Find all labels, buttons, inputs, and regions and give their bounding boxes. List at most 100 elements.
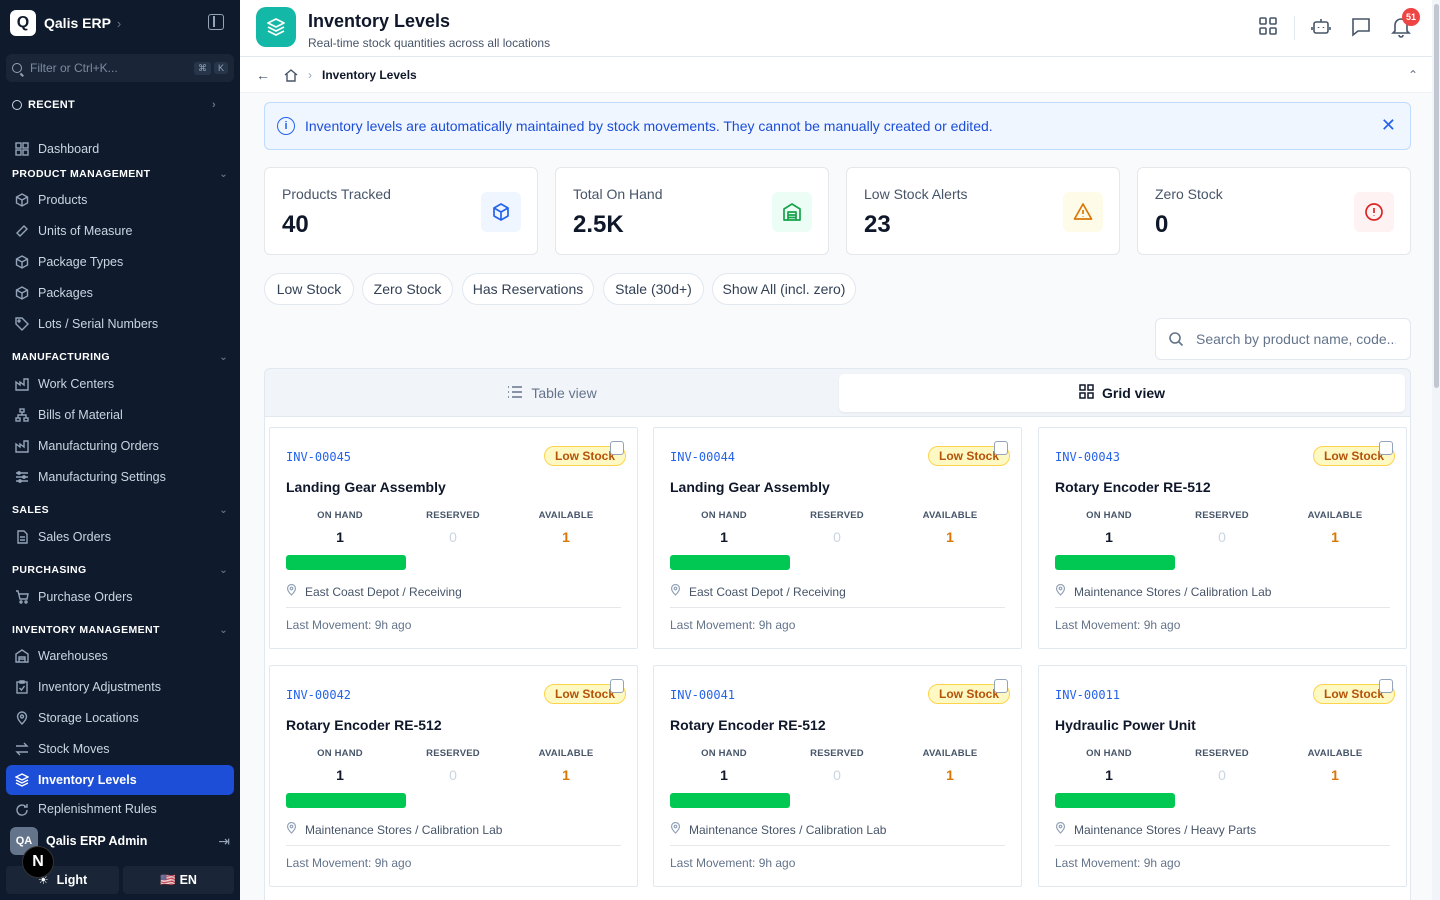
- apps-grid-icon[interactable]: [1258, 16, 1282, 40]
- sidebar-item-storage-locations[interactable]: Storage Locations: [6, 703, 234, 733]
- inventory-card[interactable]: INV-00042 Low Stock Rotary Encoder RE-51…: [269, 665, 638, 887]
- select-checkbox[interactable]: [610, 441, 624, 455]
- sidebar-item-package-types[interactable]: Package Types: [6, 247, 234, 277]
- metric-available: AVAILABLE 1: [1285, 510, 1385, 545]
- status-badge: Low Stock: [544, 446, 627, 466]
- close-icon[interactable]: ✕: [1380, 115, 1396, 135]
- inventory-card[interactable]: INV-00041 Low Stock Rotary Encoder RE-51…: [653, 665, 1022, 887]
- clipboard-check-icon: [14, 679, 30, 695]
- scrollbar[interactable]: [1432, 0, 1440, 900]
- dev-badge[interactable]: N: [22, 846, 54, 878]
- section-label: PRODUCT MANAGEMENT: [12, 168, 151, 180]
- inventory-card[interactable]: INV-00045 Low Stock Landing Gear Assembl…: [269, 427, 638, 649]
- metric-available: AVAILABLE 1: [516, 510, 616, 545]
- bot-icon[interactable]: [1311, 16, 1335, 40]
- section-label: MANUFACTURING: [12, 351, 110, 363]
- select-checkbox[interactable]: [994, 441, 1008, 455]
- sidebar-item-lots[interactable]: Lots / Serial Numbers: [6, 309, 234, 339]
- user-profile[interactable]: QA Qalis ERP Admin ⇥: [10, 827, 230, 855]
- scrollbar-thumb[interactable]: [1434, 4, 1439, 388]
- sidebar-toggle-icon[interactable]: [208, 14, 224, 30]
- inventory-code[interactable]: INV-00044: [670, 450, 736, 464]
- metric-on-hand: ON HAND 1: [290, 510, 390, 545]
- metric-label: AVAILABLE: [538, 510, 594, 521]
- inventory-code[interactable]: INV-00041: [670, 688, 736, 702]
- inventory-card[interactable]: INV-00011 Low Stock Hydraulic Power Unit…: [1038, 665, 1407, 887]
- filter-chip-zero-stock[interactable]: Zero Stock: [362, 273, 453, 305]
- logout-icon[interactable]: ⇥: [218, 832, 230, 849]
- location-text: East Coast Depot / Receiving: [305, 584, 462, 599]
- sidebar-item-replenishment-rules[interactable]: Replenishment Rules: [6, 796, 234, 820]
- select-checkbox[interactable]: [1379, 679, 1393, 693]
- language-button[interactable]: 🇺🇸 EN: [123, 866, 234, 894]
- sidebar-item-manufacturing-orders[interactable]: Manufacturing Orders: [6, 431, 234, 461]
- sidebar-item-manufacturing-settings[interactable]: Manufacturing Settings: [6, 462, 234, 492]
- theme-label: Light: [56, 873, 88, 887]
- brand[interactable]: Q Qalis ERP ›: [10, 10, 230, 36]
- sidebar-item-label: Work Centers: [38, 377, 115, 391]
- select-checkbox[interactable]: [994, 679, 1008, 693]
- home-icon[interactable]: [284, 68, 298, 82]
- sidebar-item-stock-moves[interactable]: Stock Moves: [6, 734, 234, 764]
- grid-view-button[interactable]: Grid view: [839, 374, 1405, 412]
- theme-toggle-button[interactable]: ☀ Light: [6, 866, 119, 894]
- metric-reserved: RESERVED 0: [787, 510, 887, 545]
- metric-on-hand: ON HAND 1: [1059, 748, 1159, 783]
- chat-icon[interactable]: [1350, 16, 1374, 40]
- select-checkbox[interactable]: [1379, 441, 1393, 455]
- section-manufacturing[interactable]: MANUFACTURING ⌄: [12, 351, 228, 363]
- sidebar-item-units-of-measure[interactable]: Units of Measure: [6, 216, 234, 246]
- filter-chip-has-reservations[interactable]: Has Reservations: [462, 273, 594, 305]
- table-view-button[interactable]: Table view: [269, 374, 835, 412]
- sidebar-item-label: Storage Locations: [38, 711, 139, 725]
- search-icon: [1169, 332, 1184, 347]
- metric-label: RESERVED: [1195, 748, 1249, 759]
- metric-available: AVAILABLE 1: [900, 510, 1000, 545]
- chevron-down-icon: ⌄: [219, 168, 228, 180]
- inventory-code[interactable]: INV-00042: [286, 688, 352, 702]
- last-movement: Last Movement: 9h ago: [286, 856, 412, 870]
- map-pin-icon: [1055, 821, 1066, 837]
- notification-count: 51: [1402, 8, 1420, 26]
- back-arrow-icon[interactable]: ←: [256, 66, 270, 83]
- header-divider: [1294, 16, 1295, 40]
- search-input[interactable]: [1196, 331, 1396, 347]
- inventory-code[interactable]: INV-00043: [1055, 450, 1121, 464]
- filter-chip-stale[interactable]: Stale (30d+): [603, 273, 704, 305]
- sidebar-item-purchase-orders[interactable]: Purchase Orders: [6, 582, 234, 612]
- sidebar-item-label: Purchase Orders: [38, 590, 133, 604]
- metric-on-hand: ON HAND 1: [674, 748, 774, 783]
- sidebar-item-inventory-levels[interactable]: Inventory Levels: [6, 765, 234, 795]
- section-sales[interactable]: SALES ⌄: [12, 504, 228, 516]
- recent-section[interactable]: RECENT ›: [12, 99, 216, 111]
- section-inventory-management[interactable]: INVENTORY MANAGEMENT ⌄: [12, 624, 228, 636]
- sidebar-item-warehouses[interactable]: Warehouses: [6, 641, 234, 671]
- select-checkbox[interactable]: [610, 679, 624, 693]
- sidebar-item-inventory-adjustments[interactable]: Inventory Adjustments: [6, 672, 234, 702]
- inventory-code[interactable]: INV-00045: [286, 450, 352, 464]
- metric-value: 1: [1105, 767, 1113, 783]
- chevron-up-icon[interactable]: ⌃: [1407, 67, 1418, 82]
- map-pin-icon: [1055, 583, 1066, 599]
- factory-icon: [14, 376, 30, 392]
- sidebar-item-sales-orders[interactable]: Sales Orders: [6, 522, 234, 552]
- filter-chip-show-all[interactable]: Show All (incl. zero): [712, 273, 856, 305]
- sidebar-filter-input[interactable]: Filter or Ctrl+K... ⌘ K: [6, 54, 234, 82]
- sidebar-item-packages[interactable]: Packages: [6, 278, 234, 308]
- section-product-management[interactable]: PRODUCT MANAGEMENT ⌄: [12, 168, 228, 180]
- sidebar-item-work-centers[interactable]: Work Centers: [6, 369, 234, 399]
- layers-icon: [256, 7, 296, 47]
- filter-chip-low-stock[interactable]: Low Stock: [264, 273, 354, 305]
- last-movement: Last Movement: 9h ago: [670, 618, 796, 632]
- section-purchasing[interactable]: PURCHASING ⌄: [12, 564, 228, 576]
- inventory-card[interactable]: INV-00044 Low Stock Landing Gear Assembl…: [653, 427, 1022, 649]
- sidebar-item-label: Warehouses: [38, 649, 108, 663]
- stock-level-bar: [1055, 793, 1175, 808]
- sidebar-item-products[interactable]: Products: [6, 185, 234, 215]
- sidebar-item-bills-of-material[interactable]: Bills of Material: [6, 400, 234, 430]
- inventory-code[interactable]: INV-00011: [1055, 688, 1121, 702]
- cube-icon: [14, 254, 30, 270]
- inventory-card[interactable]: INV-00043 Low Stock Rotary Encoder RE-51…: [1038, 427, 1407, 649]
- search-box[interactable]: [1155, 318, 1411, 360]
- sidebar-item-dashboard[interactable]: Dashboard: [6, 134, 234, 164]
